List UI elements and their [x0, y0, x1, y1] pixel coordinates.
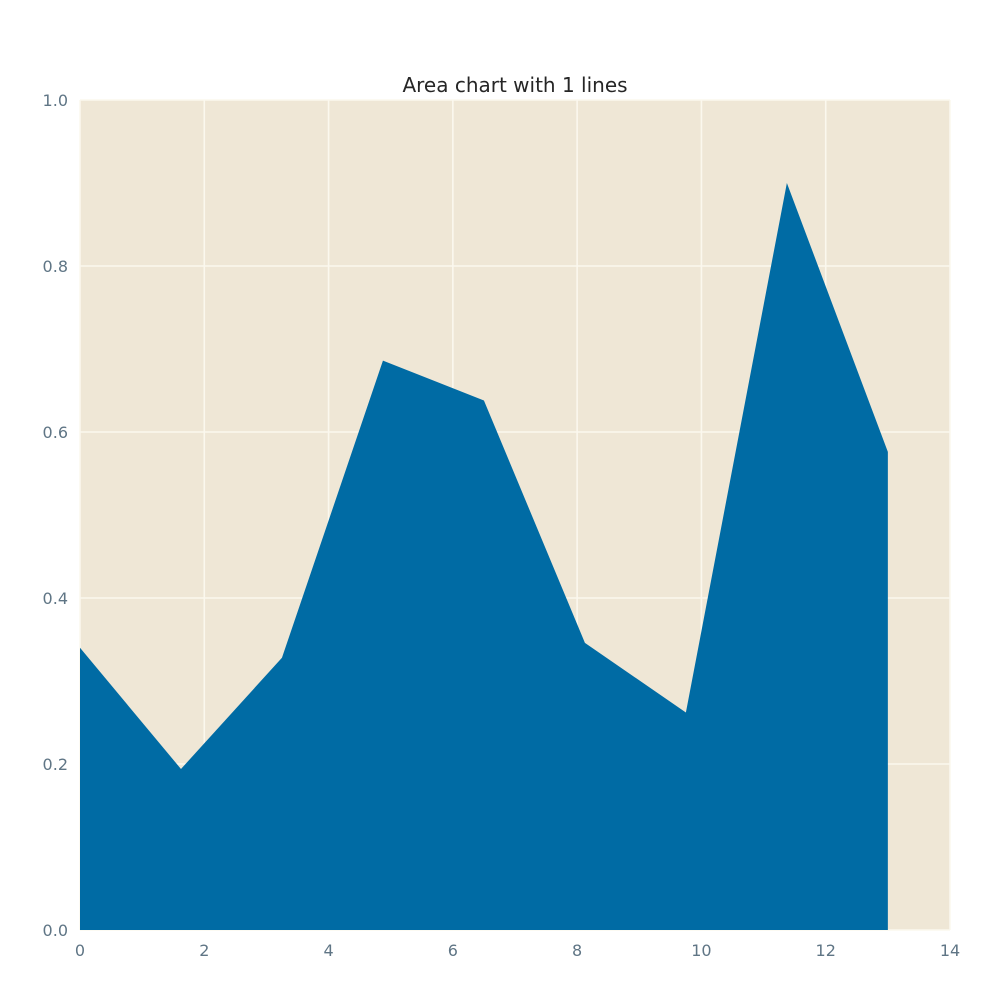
chart-title: Area chart with 1 lines — [402, 73, 627, 97]
y-axis-ticks: 0.0 0.2 0.4 0.6 0.8 1.0 — [43, 91, 68, 940]
x-tick-label: 4 — [323, 941, 333, 960]
y-tick-label: 0.8 — [43, 257, 68, 276]
x-tick-label: 8 — [572, 941, 582, 960]
x-tick-label: 14 — [940, 941, 960, 960]
y-tick-label: 0.0 — [43, 921, 68, 940]
x-axis-ticks: 0 2 4 6 8 10 12 14 — [75, 941, 960, 960]
x-tick-label: 0 — [75, 941, 85, 960]
y-tick-label: 0.2 — [43, 755, 68, 774]
x-tick-label: 10 — [691, 941, 711, 960]
x-tick-label: 2 — [199, 941, 209, 960]
y-tick-label: 0.4 — [43, 589, 68, 608]
x-tick-label: 6 — [448, 941, 458, 960]
y-tick-label: 0.6 — [43, 423, 68, 442]
y-tick-label: 1.0 — [43, 91, 68, 110]
x-tick-label: 12 — [816, 941, 836, 960]
